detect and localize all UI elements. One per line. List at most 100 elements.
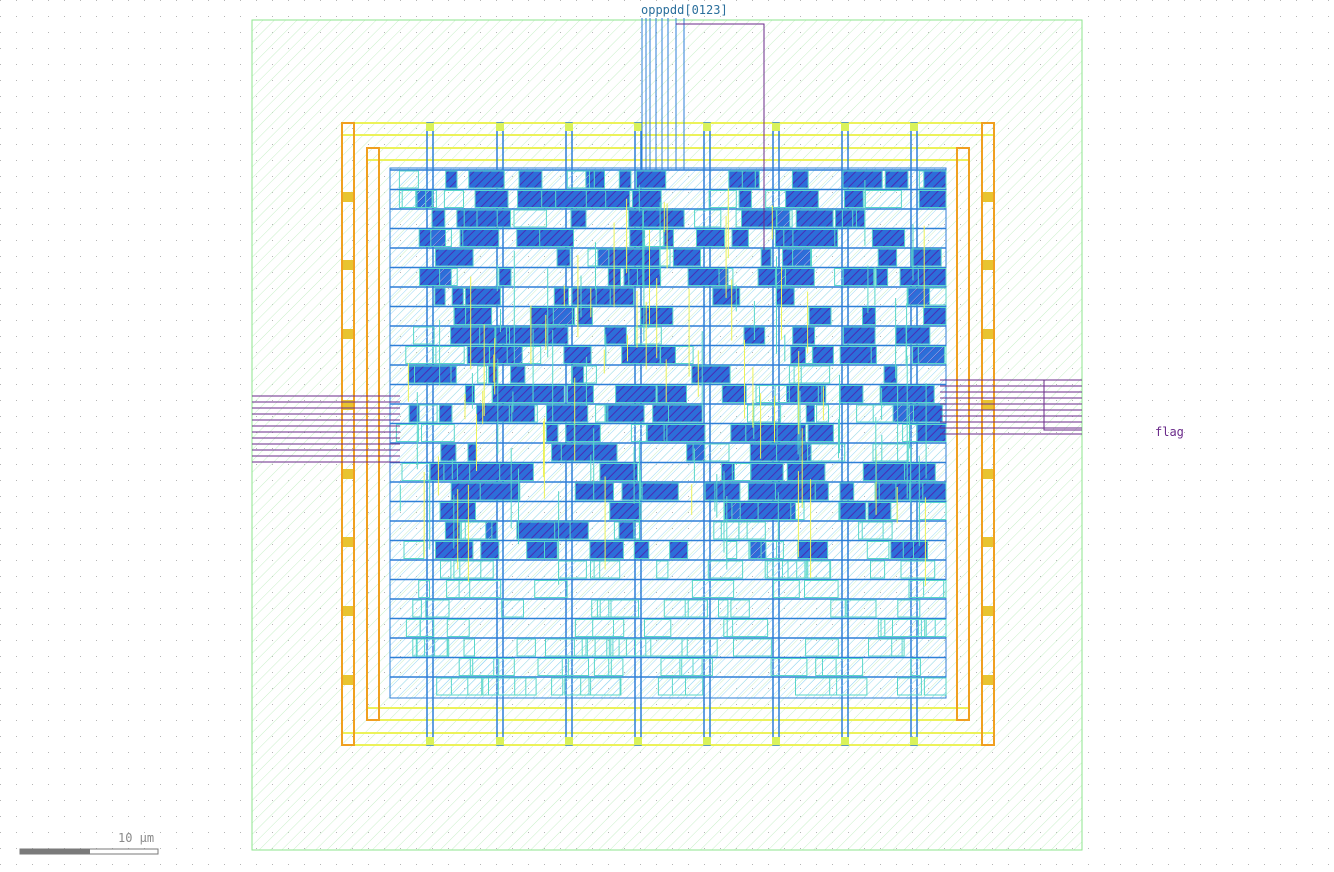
placed-cell: [511, 404, 536, 423]
placed-cell: [467, 443, 477, 462]
placed-cell: [841, 209, 854, 228]
placed-cell: [877, 619, 893, 637]
placed-cell: [862, 463, 906, 481]
placed-cell: [807, 443, 846, 462]
placed-cell: [839, 482, 855, 501]
placed-cell: [656, 385, 688, 403]
placed-cell: [672, 248, 702, 267]
placed-cell: [451, 287, 464, 306]
ring-via-right-2: [983, 260, 993, 270]
placed-cell: [593, 560, 621, 579]
placed-cell: [792, 229, 836, 247]
stripe-via-bottom-1: [426, 737, 434, 745]
placed-cell: [790, 346, 807, 364]
placed-cell: [883, 365, 898, 384]
placed-cell: [807, 424, 834, 442]
placed-cell: [897, 677, 922, 696]
placed-cell: [581, 638, 596, 657]
placed-cell: [663, 229, 674, 247]
placed-cell: [724, 502, 761, 520]
placed-cell: [896, 385, 935, 403]
placed-cell: [413, 326, 435, 345]
placed-cell: [571, 287, 597, 306]
ring-via-right-8: [983, 675, 993, 685]
placed-cell: [513, 346, 542, 364]
placed-cell: [434, 287, 446, 306]
placed-cell: [642, 209, 685, 228]
scale-bar: 10 µm: [19, 831, 159, 855]
placed-cell: [453, 307, 467, 325]
placed-cell: [430, 229, 452, 247]
placed-cell: [630, 424, 648, 442]
placed-cell: [545, 638, 588, 657]
placed-cell: [641, 482, 679, 501]
placed-cell: [609, 502, 642, 520]
placed-cell: [868, 638, 905, 657]
ring-via-right-5: [983, 469, 993, 479]
stripe-via-bottom-8: [910, 737, 918, 745]
placed-cell: [879, 385, 899, 403]
io-pins: [252, 18, 1082, 463]
ring-via-right-6: [983, 537, 993, 547]
placed-cell: [871, 229, 906, 247]
ring-via-right-1: [983, 192, 993, 202]
placed-cell: [526, 541, 546, 559]
placed-cell: [414, 365, 452, 384]
placed-cell: [842, 268, 875, 286]
placed-cell: [738, 190, 752, 208]
placed-cell: [450, 482, 482, 501]
placed-cell: [790, 502, 805, 520]
placed-cell: [412, 599, 422, 618]
placed-cell: [513, 209, 547, 228]
placed-cell: [421, 424, 455, 442]
placed-cell: [791, 170, 809, 189]
placed-cell: [556, 248, 571, 267]
placed-cell: [875, 268, 889, 286]
placed-cell: [906, 287, 947, 306]
placed-cell: [870, 560, 886, 579]
placed-cell: [477, 365, 488, 384]
placed-cell: [867, 502, 892, 520]
placed-cell: [786, 463, 826, 481]
placed-cell: [726, 541, 738, 559]
placed-cell: [418, 580, 431, 598]
placed-cell: [696, 229, 726, 247]
placed-cell: [797, 541, 829, 559]
placed-cell: [555, 190, 587, 208]
placed-cell: [757, 502, 796, 520]
placed-cell: [733, 638, 772, 657]
placed-cell: [776, 424, 807, 442]
placed-cell: [444, 521, 461, 540]
placed-cell: [634, 326, 662, 345]
placed-cell: [604, 326, 627, 345]
placed-cell: [546, 404, 589, 423]
stripe-via-bottom-2: [496, 737, 504, 745]
placed-cell: [775, 287, 795, 306]
placed-cell: [463, 638, 475, 657]
placed-cell: [923, 677, 947, 696]
placed-cell: [625, 638, 637, 657]
placed-cell: [656, 560, 669, 579]
placed-cell: [446, 580, 471, 598]
placed-cell: [788, 365, 802, 384]
placed-cell: [566, 170, 590, 189]
placed-cell: [691, 365, 731, 384]
placed-cell: [721, 385, 747, 403]
placed-cell: [419, 619, 435, 637]
placed-cell: [718, 599, 729, 618]
placed-cell: [464, 385, 475, 403]
placed-cell: [440, 443, 457, 462]
placed-cell: [864, 190, 902, 208]
ring-via-left-3: [343, 329, 353, 339]
placed-cell: [660, 658, 703, 676]
placed-cell: [446, 619, 470, 637]
placed-cell: [560, 443, 595, 462]
placed-cell: [917, 346, 947, 364]
placed-cell: [618, 170, 632, 189]
placed-cell: [884, 170, 909, 189]
placed-cell: [596, 599, 640, 618]
placed-cell: [432, 346, 465, 364]
placed-cell: [395, 424, 419, 442]
ring-via-left-8: [343, 675, 353, 685]
